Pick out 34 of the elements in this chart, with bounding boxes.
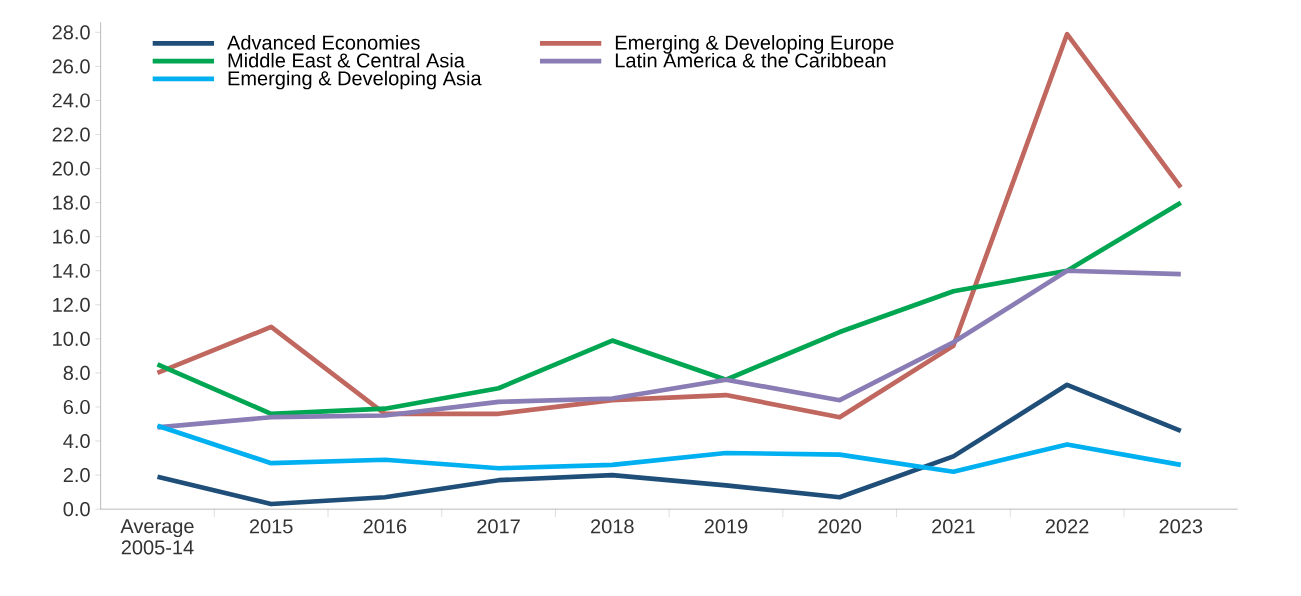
y-tick-label: 2.0 — [63, 468, 90, 483]
y-tick-label: 10.0 — [53, 331, 90, 346]
x-tick-label: 2015 — [249, 519, 293, 534]
y-tick-label: 8.0 — [63, 365, 90, 380]
x-tick-label: 2022 — [1045, 519, 1089, 534]
y-tick-label: 28.0 — [52, 25, 90, 40]
y-tick-label: 22.0 — [52, 127, 90, 142]
line-series — [155, 31, 1184, 420]
legend-label: Emerging & Developing Europe — [615, 35, 894, 54]
y-tick-label: 14.0 — [53, 263, 90, 278]
x-tick-label: 2016 — [363, 519, 407, 534]
x-tick-label: 2023 — [1159, 519, 1203, 534]
line-series — [155, 423, 1184, 475]
legend-label: Advanced Economies — [227, 35, 420, 50]
x-tick-label: 2020 — [818, 519, 862, 534]
legend-label: Middle East & Central Asia — [228, 52, 465, 68]
y-tick-label: 16.0 — [53, 229, 90, 244]
y-tick-label: 4.0 — [63, 433, 90, 449]
y-tick-label: 6.0 — [63, 399, 90, 415]
y-tick-label: 12.0 — [53, 297, 90, 312]
line-series — [155, 200, 1184, 417]
line-series — [155, 268, 1184, 430]
y-tick-label: 26.0 — [52, 59, 90, 74]
y-tick-label: 20.0 — [52, 161, 90, 176]
x-tick-label: 2018 — [591, 519, 634, 534]
y-tick-label: 0.0 — [63, 502, 90, 517]
line-series — [155, 382, 1184, 507]
y-tick-label: 18.0 — [53, 195, 90, 210]
x-tick-label: 2021 — [932, 519, 975, 534]
x-tick-label: Average 2005-14 — [120, 519, 194, 555]
y-tick-label: 24.0 — [52, 93, 90, 108]
x-tick-label: 2017 — [477, 519, 520, 534]
legend-label: Emerging & Developing Asia — [228, 70, 482, 90]
x-tick-label: 2019 — [704, 519, 748, 534]
